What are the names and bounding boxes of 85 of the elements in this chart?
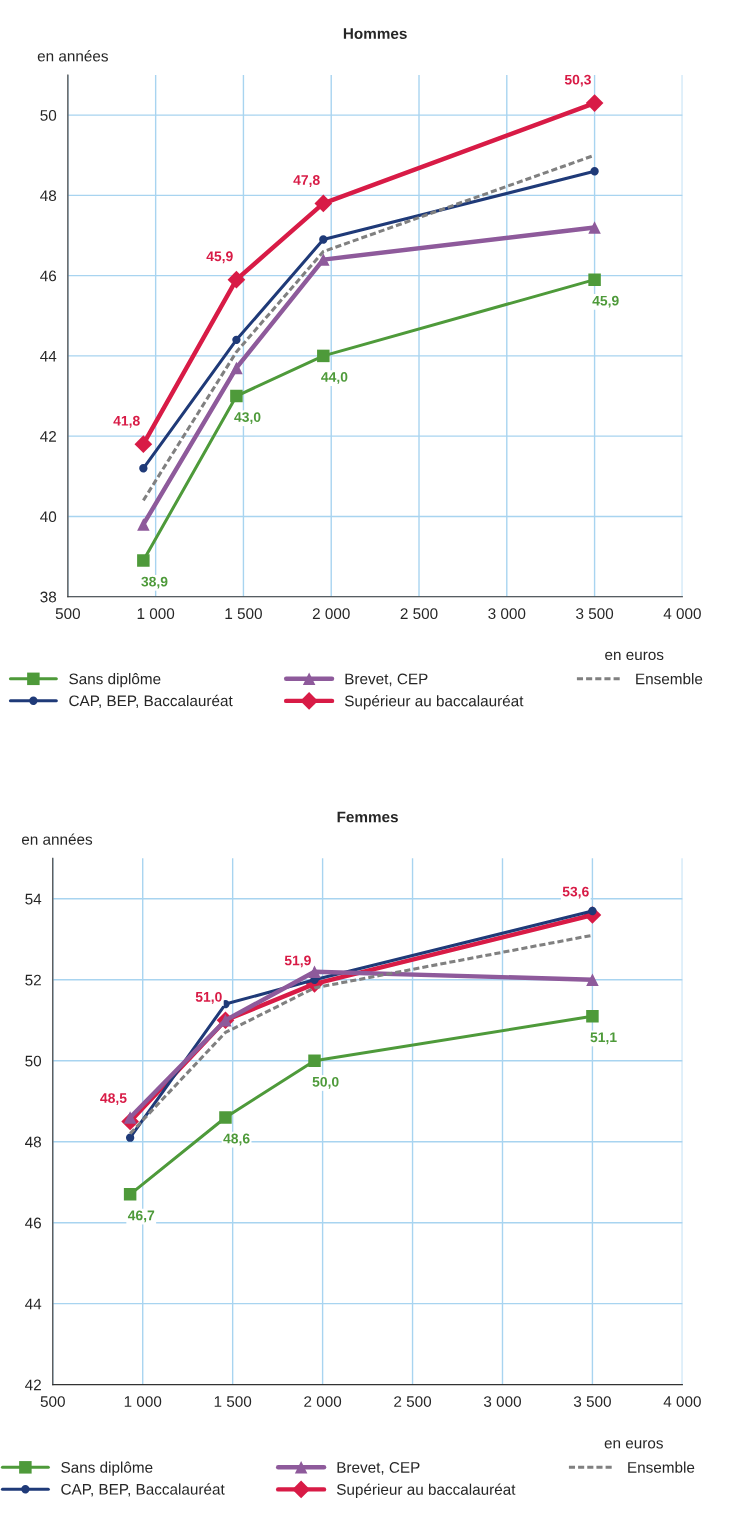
y-axis-title: en années <box>37 50 108 62</box>
point <box>585 94 604 112</box>
point <box>317 253 330 266</box>
y-tick-label: 46 <box>40 270 57 282</box>
data-label: 50,0 <box>312 1076 339 1089</box>
point <box>590 167 599 176</box>
point <box>232 335 241 345</box>
point <box>137 554 150 567</box>
point <box>588 221 601 234</box>
point <box>230 389 243 403</box>
x-tick-label: 3 000 <box>483 1396 522 1407</box>
x-tick-label: 500 <box>40 1396 65 1407</box>
y-tick-label: 54 <box>25 893 42 905</box>
data-label: 44,0 <box>321 372 348 384</box>
x-tick-label: 2 500 <box>400 608 438 620</box>
x-tick-label: 1 500 <box>214 1396 252 1407</box>
point <box>227 270 246 289</box>
data-label: 38,9 <box>141 576 168 589</box>
data-label: 46,7 <box>127 1210 155 1223</box>
x-tick-label: 1 000 <box>137 608 175 620</box>
point <box>123 1188 137 1201</box>
y-tick-label: 38 <box>40 591 57 603</box>
chart-title: Hommes <box>343 28 407 40</box>
point <box>314 194 333 213</box>
data-label: 50,3 <box>564 74 591 87</box>
point <box>230 361 243 375</box>
legend-label: CAP, BEP, Baccalauréat <box>69 694 233 709</box>
x-axis-title: en euros <box>604 1440 663 1449</box>
point <box>586 973 599 987</box>
y-axis-title: en années <box>21 833 93 845</box>
x-tick-label: 3 500 <box>576 608 614 620</box>
legend-label: Brevet, CEP <box>345 673 428 687</box>
x-tick-label: 1 500 <box>225 608 262 620</box>
x-tick-label: 4 000 <box>663 1396 701 1407</box>
legend-label: CAP, BEP, Baccalauréat <box>61 1483 225 1497</box>
data-label: 51,0 <box>195 991 222 1004</box>
point <box>317 349 330 363</box>
data-label: 51,1 <box>590 1032 617 1045</box>
data-label: 47,8 <box>293 175 320 187</box>
x-tick-label: 500 <box>55 608 81 620</box>
y-tick-label: 52 <box>25 974 41 986</box>
legend-label: Supérieur au baccalauréat <box>336 1483 516 1498</box>
x-tick-label: 4 000 <box>663 608 701 620</box>
data-label: 53,6 <box>562 886 589 899</box>
y-tick-label: 42 <box>25 1379 41 1391</box>
data-label: 48,5 <box>100 1093 127 1106</box>
legend-label: Sans diplôme <box>61 1461 153 1476</box>
point <box>319 235 328 244</box>
x-tick-label: 2 000 <box>304 1396 342 1407</box>
x-tick-label: 2 000 <box>312 608 350 620</box>
data-label: 43,0 <box>234 412 261 424</box>
legend-label: Sans diplôme <box>69 673 161 688</box>
legend-label: Ensemble <box>636 673 703 685</box>
data-label: 45,9 <box>206 251 233 264</box>
y-tick-label: 50 <box>25 1055 42 1067</box>
y-tick-label: 48 <box>25 1136 42 1148</box>
point <box>308 1054 321 1068</box>
legend-label: Brevet, CEP <box>337 1462 420 1475</box>
y-tick-label: 50 <box>40 109 57 121</box>
point <box>139 464 148 473</box>
point <box>137 518 150 531</box>
data-label: 48,6 <box>223 1133 250 1146</box>
x-tick-label: 3 000 <box>488 608 526 620</box>
point <box>125 1133 135 1142</box>
chart-title: Femmes <box>337 811 398 823</box>
x-tick-label: 3 500 <box>573 1396 611 1407</box>
x-tick-label: 2 500 <box>394 1396 432 1407</box>
data-label: 41,8 <box>113 415 140 428</box>
y-tick-label: 48 <box>40 190 57 202</box>
point <box>588 273 601 286</box>
y-tick-label: 44 <box>40 350 57 362</box>
x-tick-label: 1 000 <box>124 1396 162 1407</box>
y-tick-label: 44 <box>25 1298 42 1310</box>
legend-label: Supérieur au baccalauréat <box>344 694 524 710</box>
point <box>134 435 153 454</box>
y-tick-label: 42 <box>40 431 56 442</box>
point <box>586 1009 599 1023</box>
data-label: 45,9 <box>592 295 619 308</box>
x-axis-title: en euros <box>605 651 664 661</box>
y-tick-label: 46 <box>25 1217 41 1229</box>
point <box>219 1111 232 1124</box>
point <box>123 1111 137 1124</box>
legend-label: Ensemble <box>628 1461 695 1473</box>
data-label: 51,9 <box>284 955 311 968</box>
y-tick-label: 40 <box>40 511 57 523</box>
